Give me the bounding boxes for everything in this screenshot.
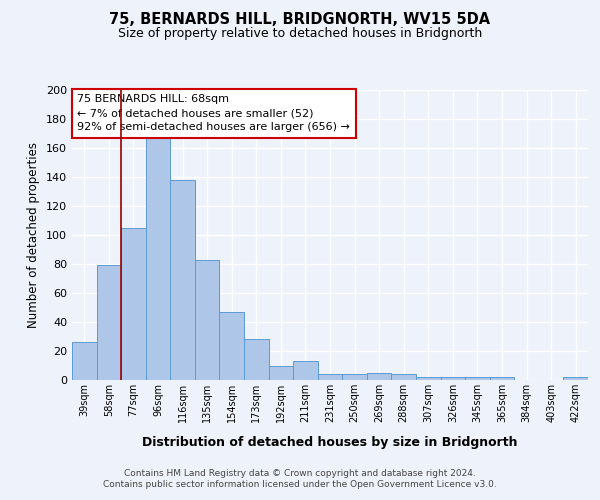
Text: Size of property relative to detached houses in Bridgnorth: Size of property relative to detached ho… <box>118 28 482 40</box>
Bar <box>72 342 97 380</box>
Text: 75, BERNARDS HILL, BRIDGNORTH, WV15 5DA: 75, BERNARDS HILL, BRIDGNORTH, WV15 5DA <box>109 12 491 28</box>
Bar <box>293 361 318 380</box>
Text: Contains public sector information licensed under the Open Government Licence v3: Contains public sector information licen… <box>103 480 497 489</box>
Bar <box>490 377 514 380</box>
Bar <box>342 374 367 380</box>
Bar <box>220 312 244 380</box>
Bar <box>195 260 220 380</box>
Bar <box>170 180 195 380</box>
Text: Contains HM Land Registry data © Crown copyright and database right 2024.: Contains HM Land Registry data © Crown c… <box>124 468 476 477</box>
Bar <box>416 377 440 380</box>
Bar <box>391 374 416 380</box>
Bar <box>146 136 170 380</box>
Bar <box>563 377 588 380</box>
Bar <box>318 374 342 380</box>
Bar <box>244 340 269 380</box>
Bar <box>121 228 146 380</box>
Bar <box>97 266 121 380</box>
Bar <box>465 377 490 380</box>
Bar <box>367 373 391 380</box>
Bar <box>440 377 465 380</box>
Bar <box>269 366 293 380</box>
Y-axis label: Number of detached properties: Number of detached properties <box>28 142 40 328</box>
Text: 75 BERNARDS HILL: 68sqm
← 7% of detached houses are smaller (52)
92% of semi-det: 75 BERNARDS HILL: 68sqm ← 7% of detached… <box>77 94 350 132</box>
Text: Distribution of detached houses by size in Bridgnorth: Distribution of detached houses by size … <box>142 436 518 449</box>
